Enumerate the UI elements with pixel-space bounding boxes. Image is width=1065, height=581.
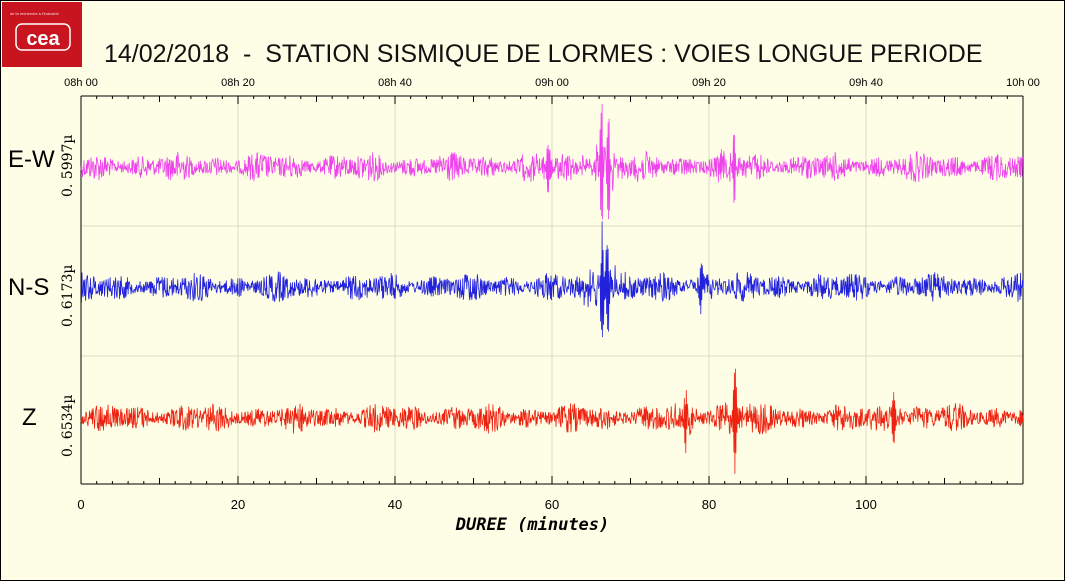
channel-label-z: Z <box>22 404 37 431</box>
scale-label-ns: 0. 6173µ <box>60 264 76 327</box>
scale-label-ew: 0. 5997µ <box>60 134 76 197</box>
channel-label-ns: N-S <box>8 274 50 301</box>
chart-title: 14/02/2018 - STATION SISMIQUE DE LORMES … <box>104 40 983 68</box>
top-tick-label: 08h 00 <box>64 77 98 89</box>
x-axis-label: DUREE (minutes) <box>455 515 610 535</box>
x-tick-label: 0 <box>77 497 84 512</box>
cea-logo: de la recherche à l'industrie cea <box>2 2 82 67</box>
trace-line-ns <box>80 221 1024 338</box>
x-tick-label: 60 <box>545 497 559 512</box>
top-tick-label: 09h 00 <box>535 77 569 89</box>
top-tick-label: 08h 20 <box>221 77 255 89</box>
top-tick-label: 09h 20 <box>692 77 726 89</box>
x-tick-label: 100 <box>855 497 877 512</box>
top-tick-label: 10h 00 <box>1006 77 1040 89</box>
x-tick-label: 40 <box>388 497 402 512</box>
svg-text:de la recherche à l'industrie: de la recherche à l'industrie <box>10 11 60 16</box>
top-tick-label: 08h 40 <box>378 77 412 89</box>
trace-line-ew <box>80 103 1024 220</box>
trace-line-z <box>80 368 1024 474</box>
svg-text:cea: cea <box>26 28 60 50</box>
scale-label-z: 0. 6534µ <box>60 394 76 457</box>
channel-label-ew: E-W <box>8 146 55 173</box>
top-tick-label: 09h 40 <box>849 77 883 89</box>
x-tick-label: 80 <box>702 497 716 512</box>
x-tick-label: 20 <box>231 497 245 512</box>
